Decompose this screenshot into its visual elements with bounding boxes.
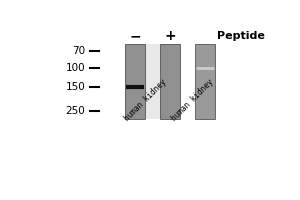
Text: −: −: [129, 29, 141, 43]
Bar: [145, 44, 160, 119]
Bar: [160, 44, 180, 119]
Bar: [195, 44, 215, 119]
Text: 150: 150: [65, 82, 85, 92]
Text: Peptide: Peptide: [217, 31, 264, 41]
Text: 100: 100: [65, 63, 85, 73]
Text: human kidney: human kidney: [123, 77, 169, 123]
Text: +: +: [164, 29, 176, 43]
Text: 70: 70: [72, 46, 85, 56]
Bar: [125, 44, 145, 119]
Text: human kidney: human kidney: [169, 77, 215, 123]
Bar: [125, 44, 180, 119]
Text: 250: 250: [65, 106, 85, 116]
